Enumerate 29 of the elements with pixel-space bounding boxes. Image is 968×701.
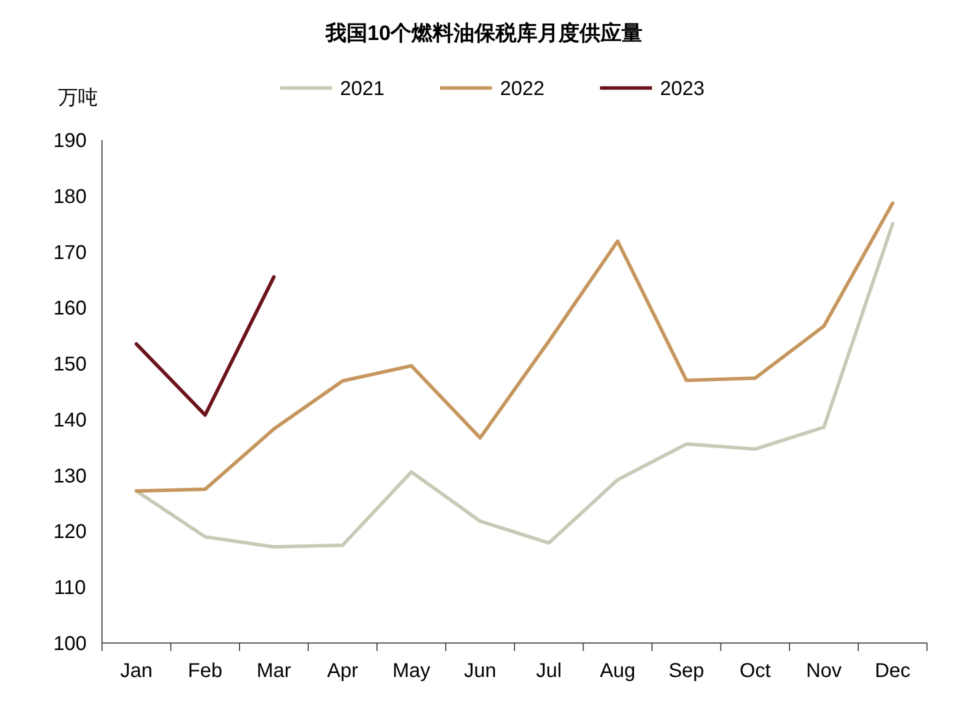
legend-label: 2023 bbox=[660, 78, 704, 100]
y-tick-label: 120 bbox=[53, 521, 87, 544]
legend-label: 2022 bbox=[500, 78, 544, 100]
x-tick-label: Apr bbox=[327, 660, 359, 682]
line-series bbox=[134, 201, 894, 493]
y-tick-label: 150 bbox=[53, 354, 87, 376]
y-tick-label: 180 bbox=[53, 186, 87, 208]
y-tick-label: 130 bbox=[53, 465, 87, 488]
y-tick-label: 140 bbox=[53, 409, 87, 432]
y-tick-label: 110 bbox=[54, 577, 86, 600]
x-tick-label: Oct bbox=[740, 660, 772, 682]
legend-label: 2021 bbox=[340, 78, 384, 100]
x-tick-label: May bbox=[392, 660, 430, 682]
x-tick-label: Dec bbox=[874, 660, 910, 682]
x-tick-label: Jul bbox=[536, 660, 562, 682]
y-tick-label: 100 bbox=[53, 633, 87, 655]
y-axis-title: 万吨 bbox=[58, 87, 98, 109]
x-tick-label: Feb bbox=[188, 660, 222, 682]
x-tick-label: Mar bbox=[256, 660, 292, 682]
x-tick-label: Aug bbox=[600, 660, 636, 682]
y-tick-label: 160 bbox=[53, 298, 87, 320]
line-series bbox=[134, 222, 894, 549]
y-tick-label: 170 bbox=[53, 242, 87, 264]
y-tick-label: 190 bbox=[53, 130, 87, 152]
chart-title: 我国10个燃料油保税库月度供应量 bbox=[324, 21, 643, 45]
x-tick-label: Jun bbox=[464, 660, 496, 682]
x-tick-label: Nov bbox=[806, 660, 842, 682]
x-tick-label: Jan bbox=[120, 660, 152, 682]
x-tick-label: Sep bbox=[668, 660, 704, 682]
